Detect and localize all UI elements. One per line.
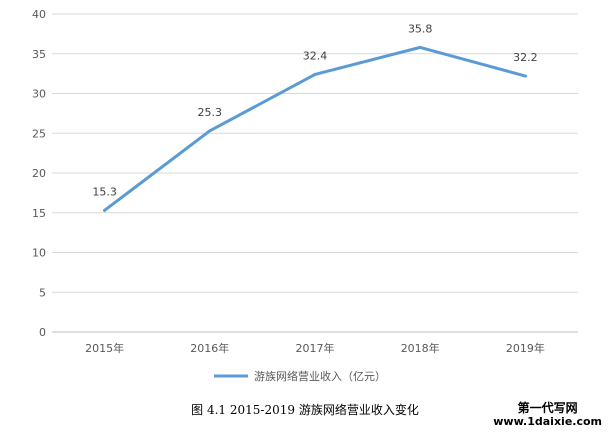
- series-line: [103, 45, 527, 212]
- data-labels: 15.3 25.3 32.4 35.8 32.2: [92, 22, 537, 198]
- data-point: [208, 129, 212, 133]
- legend-label: 游族网络营业收入（亿元）: [254, 369, 386, 383]
- y-axis-ticks: 0 5 10 15 20 25 30 35 40: [32, 8, 46, 339]
- data-point: [313, 72, 317, 76]
- watermark: 第一代写网 www.1daixie.com: [493, 401, 602, 429]
- x-tick-label: 2015年: [85, 341, 124, 355]
- data-label: 35.8: [408, 22, 433, 35]
- y-tick-label: 35: [32, 48, 46, 61]
- gridlines: [52, 13, 578, 333]
- y-tick-label: 10: [32, 247, 46, 260]
- y-tick-label: 40: [32, 8, 46, 21]
- data-point: [523, 74, 527, 78]
- data-label: 32.4: [303, 49, 328, 62]
- x-tick-label: 2018年: [401, 341, 440, 355]
- y-tick-label: 5: [39, 286, 46, 299]
- watermark-title: 第一代写网: [517, 401, 578, 415]
- x-axis-ticks: 2015年 2016年 2017年 2018年 2019年: [85, 341, 545, 355]
- data-label: 32.2: [513, 51, 538, 64]
- x-tick-label: 2017年: [296, 341, 335, 355]
- data-point: [103, 208, 107, 212]
- figure-caption: 图 4.1 2015-2019 游族网络营业收入变化: [191, 403, 419, 417]
- y-tick-label: 30: [32, 88, 46, 101]
- data-point: [418, 45, 422, 49]
- data-label: 25.3: [198, 106, 223, 119]
- series-layer: [103, 45, 527, 212]
- data-label: 15.3: [92, 185, 117, 198]
- x-tick-label: 2019年: [506, 341, 545, 355]
- legend: 游族网络营业收入（亿元）: [214, 369, 386, 383]
- x-tick-label: 2016年: [190, 341, 229, 355]
- y-tick-label: 15: [32, 207, 46, 220]
- y-tick-label: 25: [32, 127, 46, 140]
- watermark-url: www.1daixie.com: [493, 415, 602, 428]
- y-tick-label: 0: [39, 326, 46, 339]
- y-tick-label: 20: [32, 167, 46, 180]
